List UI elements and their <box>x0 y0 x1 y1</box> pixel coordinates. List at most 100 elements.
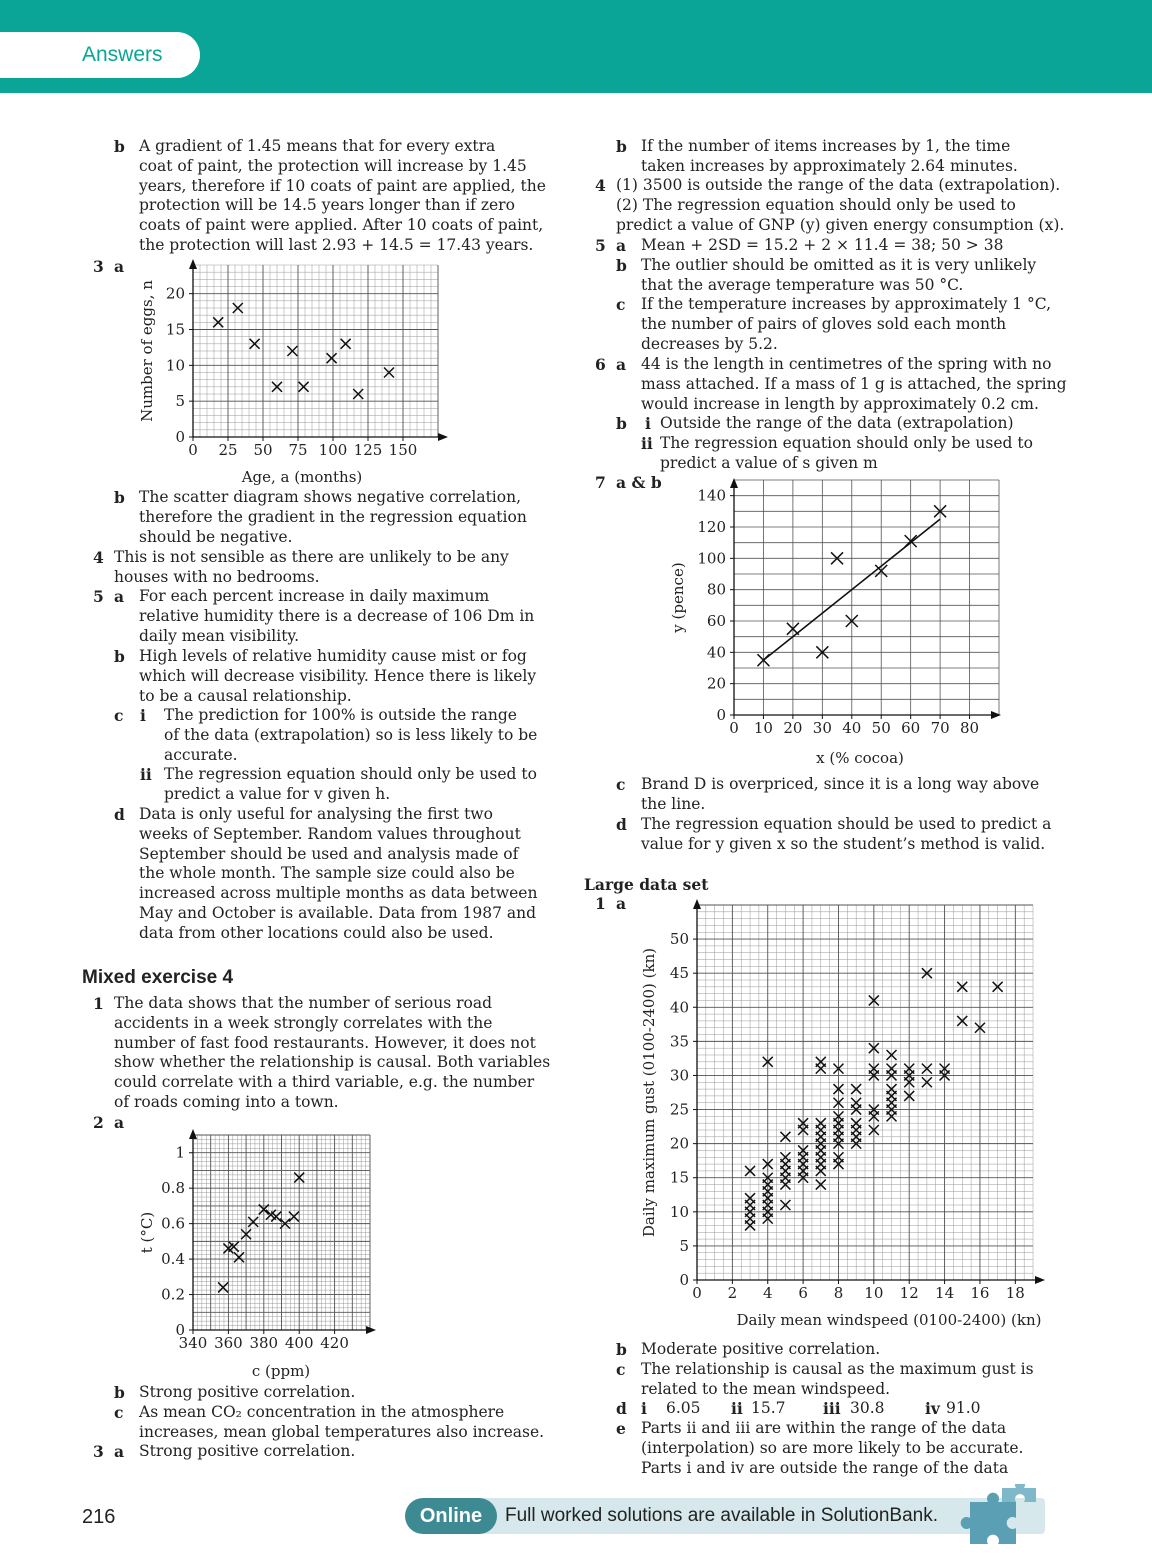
q4-line: houses with no bedrooms. <box>114 567 320 586</box>
y-tick-label: 40 <box>670 998 689 1016</box>
data-point <box>868 1104 880 1116</box>
m3b-line: If the number of items increases by 1, t… <box>641 137 1011 155</box>
data-point <box>786 622 800 636</box>
grid <box>192 264 439 438</box>
m6bii-label: ii <box>641 434 653 453</box>
m1-line: number of fast food restaurants. However… <box>114 1033 536 1052</box>
data-point <box>832 1083 845 1095</box>
grid <box>733 479 1000 716</box>
y-tick-label: 20 <box>707 675 726 693</box>
q5d-line: data from other locations could also be … <box>139 923 494 942</box>
m7c-label: c <box>616 775 626 794</box>
y-tick-label: 0.8 <box>161 1179 185 1197</box>
m4-line: (1) 3500 is outside the range of the dat… <box>616 176 1061 194</box>
data-point <box>903 1090 915 1102</box>
data-point <box>921 1076 933 1088</box>
l1c-line: The relationship is causal as the maximu… <box>641 1360 1034 1378</box>
l1c-line: related to the mean windspeed. <box>641 1379 891 1398</box>
y-axis-arrow <box>693 899 701 909</box>
data-point <box>903 1063 915 1075</box>
q5b-line: to be a causal relationship. <box>139 686 352 705</box>
data-point <box>326 352 338 364</box>
l1e-label: e <box>616 1419 626 1438</box>
x-tick-label: 2 <box>728 1284 738 1302</box>
m6a-line: would increase in length by approximatel… <box>641 394 1039 413</box>
data-point <box>762 1056 774 1068</box>
m4-number: 4 <box>595 176 606 195</box>
data-point <box>293 1172 305 1184</box>
m1-line: of roads coming into a town. <box>114 1093 339 1111</box>
q3a-label: a <box>114 257 125 276</box>
q5-number: 5 <box>93 587 104 606</box>
q5d-line: September should be used and analysis ma… <box>139 844 519 863</box>
l1c-label: c <box>616 1360 626 1379</box>
axes <box>730 478 1001 719</box>
x-tick-label: 70 <box>931 719 950 737</box>
x-axis-arrow <box>366 1326 376 1334</box>
q5ci-label: i <box>140 706 146 725</box>
data-point <box>815 1117 827 1129</box>
axes <box>189 1129 376 1334</box>
x-axis-arrow <box>438 433 448 441</box>
q4-number: 4 <box>93 548 104 567</box>
data-point <box>956 981 968 993</box>
windspeed-scatter-chart: 0 2 4 6 8 10 12 14 16 18 0 5 10 15 20 25 30 35 40 45 50 Daily… <box>640 899 1045 1329</box>
x-tick-label: 20 <box>783 719 802 737</box>
data-point <box>232 302 244 314</box>
m6bi-text: Outside the range of the data (extrapola… <box>660 414 1014 432</box>
y-tick-label: 60 <box>707 612 726 630</box>
x-axis-arrow <box>991 711 1001 719</box>
data-point <box>744 1192 756 1204</box>
data-point <box>992 981 1004 993</box>
data-point <box>815 1179 827 1191</box>
x-tick-label: 8 <box>834 1284 844 1302</box>
q5ci-line: accurate. <box>164 745 238 764</box>
data-point <box>832 1110 845 1122</box>
m3a-text: Strong positive correlation. <box>139 1442 356 1460</box>
q3b-line: therefore the gradient in the regression… <box>139 507 527 526</box>
data-point <box>845 614 859 628</box>
data-point <box>779 1131 791 1143</box>
m7d-line: value for y given x so the student’s met… <box>641 834 1046 853</box>
data-point <box>762 1158 774 1170</box>
y-tick-label: 0 <box>175 428 185 446</box>
m5c-line: If the temperature increases by approxim… <box>641 295 1052 313</box>
x-tick-label: 420 <box>320 1334 349 1352</box>
q5cii-label: ii <box>140 765 152 784</box>
q5a-line: daily mean visibility. <box>139 626 300 645</box>
q5cii-line: The regression equation should only be u… <box>164 765 537 783</box>
m6-number: 6 <box>595 355 606 374</box>
x-axis-label: x (% cocoa) <box>816 749 904 767</box>
y-tick-label: 120 <box>697 518 726 536</box>
x-tick-label: 25 <box>218 441 237 459</box>
y-tick-label: 45 <box>670 964 689 982</box>
m4-line: (2) The regression equation should only … <box>616 195 1016 214</box>
m2-number: 2 <box>93 1113 104 1132</box>
m6a-line: 44 is the length in centimetres of the s… <box>641 355 1052 373</box>
x-tick-label: 75 <box>288 441 307 459</box>
axes <box>693 899 1045 1284</box>
data-point <box>249 338 261 350</box>
q5d-line: increased across multiple months as data… <box>139 884 538 903</box>
q4-line: This is not sensible as there are unlike… <box>114 548 509 566</box>
data-point <box>850 1097 862 1109</box>
x-tick-label: 50 <box>872 719 891 737</box>
x-tick-label: 400 <box>285 1334 314 1352</box>
y-tick-label: 20 <box>166 285 185 303</box>
m5-number: 5 <box>595 236 606 255</box>
x-axis-arrow <box>1035 1276 1045 1284</box>
m7d-label: d <box>616 815 627 834</box>
q5ci-line: of the data (extrapolation) so is less l… <box>164 725 538 744</box>
data-point <box>850 1083 862 1095</box>
q2b-line: A gradient of 1.45 means that for every … <box>139 137 496 155</box>
header-banner: Answers <box>0 0 1152 93</box>
data-point <box>797 1144 809 1156</box>
x-tick-label: 10 <box>754 719 773 737</box>
data-point <box>288 1211 300 1223</box>
footer-bar <box>445 1498 1045 1534</box>
footer-text: Full worked solutions are available in S… <box>505 1505 939 1526</box>
y-tick-label: 10 <box>670 1203 689 1221</box>
y-tick-label: 80 <box>707 581 726 599</box>
data-point <box>885 1049 898 1061</box>
data-point <box>258 1203 270 1215</box>
